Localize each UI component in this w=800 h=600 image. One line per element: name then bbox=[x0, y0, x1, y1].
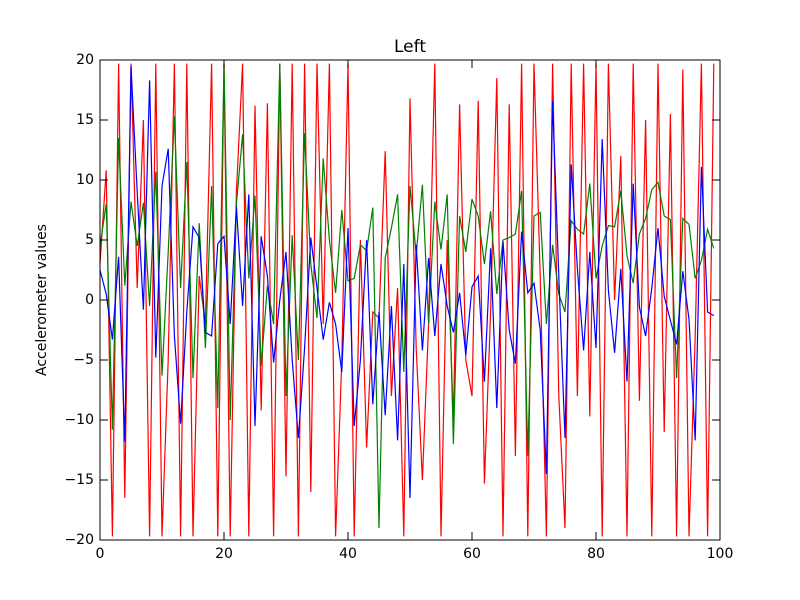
x-tick-label: 40 bbox=[339, 546, 357, 562]
y-tick-label: −5 bbox=[73, 352, 94, 368]
y-tick-label: 15 bbox=[76, 112, 94, 128]
x-tick-label: 0 bbox=[96, 546, 105, 562]
y-tick-label: 10 bbox=[76, 172, 94, 188]
y-tick-label: 20 bbox=[76, 52, 94, 68]
y-tick-label: 0 bbox=[85, 292, 94, 308]
data-line bbox=[99, 65, 715, 499]
x-tick-label: 100 bbox=[707, 546, 734, 562]
x-tick-label: 60 bbox=[463, 546, 481, 562]
y-tick-label: −10 bbox=[64, 412, 94, 428]
y-axis-label: Accelerometer values bbox=[34, 224, 50, 376]
y-tick-label: −20 bbox=[64, 532, 94, 548]
y-tick-label: 5 bbox=[85, 232, 94, 248]
x-tick-label: 80 bbox=[587, 546, 605, 562]
chart-title: Left bbox=[394, 37, 426, 57]
data-line bbox=[99, 63, 715, 537]
y-tick-label: −15 bbox=[64, 472, 94, 488]
x-tick-label: 20 bbox=[215, 546, 233, 562]
